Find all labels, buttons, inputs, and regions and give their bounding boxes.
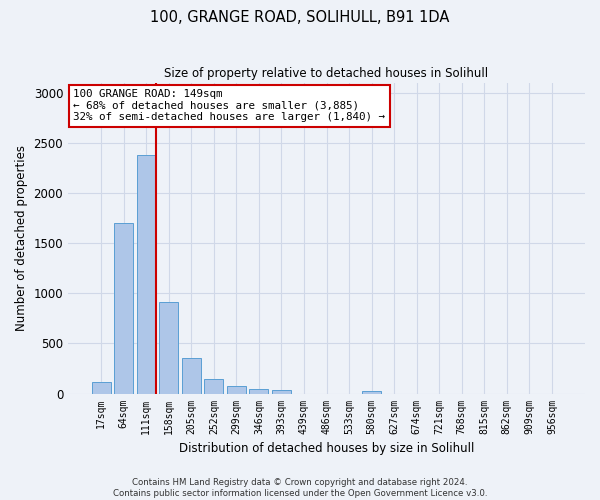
Bar — [362, 390, 381, 394]
Bar — [92, 382, 110, 394]
Text: 100, GRANGE ROAD, SOLIHULL, B91 1DA: 100, GRANGE ROAD, SOLIHULL, B91 1DA — [151, 10, 449, 25]
Bar — [204, 379, 223, 394]
Bar — [272, 390, 291, 394]
Text: Contains HM Land Registry data © Crown copyright and database right 2024.
Contai: Contains HM Land Registry data © Crown c… — [113, 478, 487, 498]
Bar — [114, 224, 133, 394]
Bar — [227, 386, 246, 394]
Bar — [159, 302, 178, 394]
X-axis label: Distribution of detached houses by size in Solihull: Distribution of detached houses by size … — [179, 442, 474, 455]
Text: 100 GRANGE ROAD: 149sqm
← 68% of detached houses are smaller (3,885)
32% of semi: 100 GRANGE ROAD: 149sqm ← 68% of detache… — [73, 90, 385, 122]
Bar — [137, 155, 156, 394]
Y-axis label: Number of detached properties: Number of detached properties — [15, 146, 28, 332]
Bar — [250, 388, 268, 394]
Title: Size of property relative to detached houses in Solihull: Size of property relative to detached ho… — [164, 68, 488, 80]
Bar — [182, 358, 201, 394]
